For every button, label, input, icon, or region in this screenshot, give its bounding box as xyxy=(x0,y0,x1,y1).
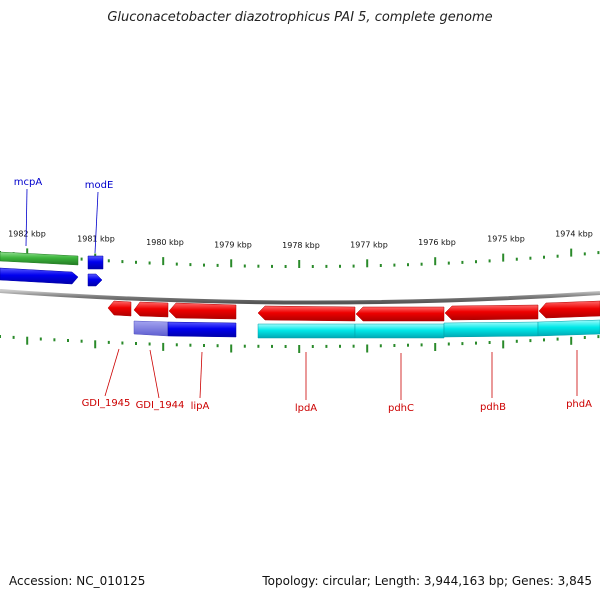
gene-label-lipA[interactable]: lipA xyxy=(191,401,210,412)
reverse-strand-features xyxy=(107,300,600,339)
ruler-label: 1979 kbp xyxy=(214,240,252,249)
ruler-label: 1974 kbp xyxy=(555,229,593,238)
feature-lipA-cds[interactable] xyxy=(167,321,237,338)
accession-text: Accession: NC_010125 xyxy=(9,574,146,588)
map-title: Gluconacetobacter diazotrophicus PAI 5, … xyxy=(107,10,493,25)
ruler-ticks-bottom xyxy=(0,335,600,353)
gene-label-phdA[interactable]: phdA xyxy=(566,399,592,410)
feature-pdhC-cds[interactable] xyxy=(354,323,445,339)
feature-phdA[interactable] xyxy=(538,300,600,319)
leader-mcpA xyxy=(25,188,28,247)
gene-label-GDI_1944[interactable]: GDI_1944 xyxy=(136,400,185,411)
ruler-label: 1978 kbp xyxy=(282,241,320,250)
gene-label-pdhC[interactable]: pdhC xyxy=(388,403,414,414)
leader-modE xyxy=(94,191,99,254)
feature-modE-gene[interactable] xyxy=(87,255,104,270)
feature-pdhB[interactable] xyxy=(444,304,539,321)
ruler-label: 1980 kbp xyxy=(146,238,184,247)
gene-label-pdhB[interactable]: pdhB xyxy=(480,402,506,413)
feature-mcpA-cds[interactable] xyxy=(0,267,79,285)
ruler-label: 1977 kbp xyxy=(350,240,388,249)
feature-phdA-cds[interactable] xyxy=(537,319,600,337)
gene-label-GDI_1945[interactable]: GDI_1945 xyxy=(82,398,131,409)
genome-backbone xyxy=(0,289,600,305)
feature-modE-cds[interactable] xyxy=(87,273,103,287)
feature-pdhB-cds[interactable] xyxy=(443,321,539,338)
gene-labels: mcpA modE GDI_1945 GDI_1944 lipA lpdA pd… xyxy=(14,177,592,414)
gene-label-modE[interactable]: modE xyxy=(85,180,114,191)
genome-info-text: Topology: circular; Length: 3,944,163 bp… xyxy=(262,574,592,588)
leader-GDI_1945 xyxy=(104,348,120,397)
feature-lpdA-cds[interactable] xyxy=(257,323,356,339)
feature-GDI_1945[interactable] xyxy=(107,300,132,317)
ruler-label: 1982 kbp xyxy=(8,229,46,238)
feature-lipA[interactable] xyxy=(168,302,237,320)
leader-lipA xyxy=(199,351,203,399)
ruler-label: 1976 kbp xyxy=(418,238,456,247)
gene-label-mcpA[interactable]: mcpA xyxy=(14,177,43,188)
feature-pdhC[interactable] xyxy=(355,306,445,322)
forward-strand-features xyxy=(0,251,104,287)
leader-GDI_1944 xyxy=(149,349,160,399)
gene-label-lpdA[interactable]: lpdA xyxy=(295,403,317,414)
feature-lpdA[interactable] xyxy=(257,305,356,322)
feature-mcpA-gene[interactable] xyxy=(0,251,79,266)
feature-GDI_1944[interactable] xyxy=(133,301,169,318)
ruler-label: 1975 kbp xyxy=(487,234,525,243)
label-leaders xyxy=(25,188,578,400)
feature-GDI_1944-cds[interactable] xyxy=(133,320,169,337)
